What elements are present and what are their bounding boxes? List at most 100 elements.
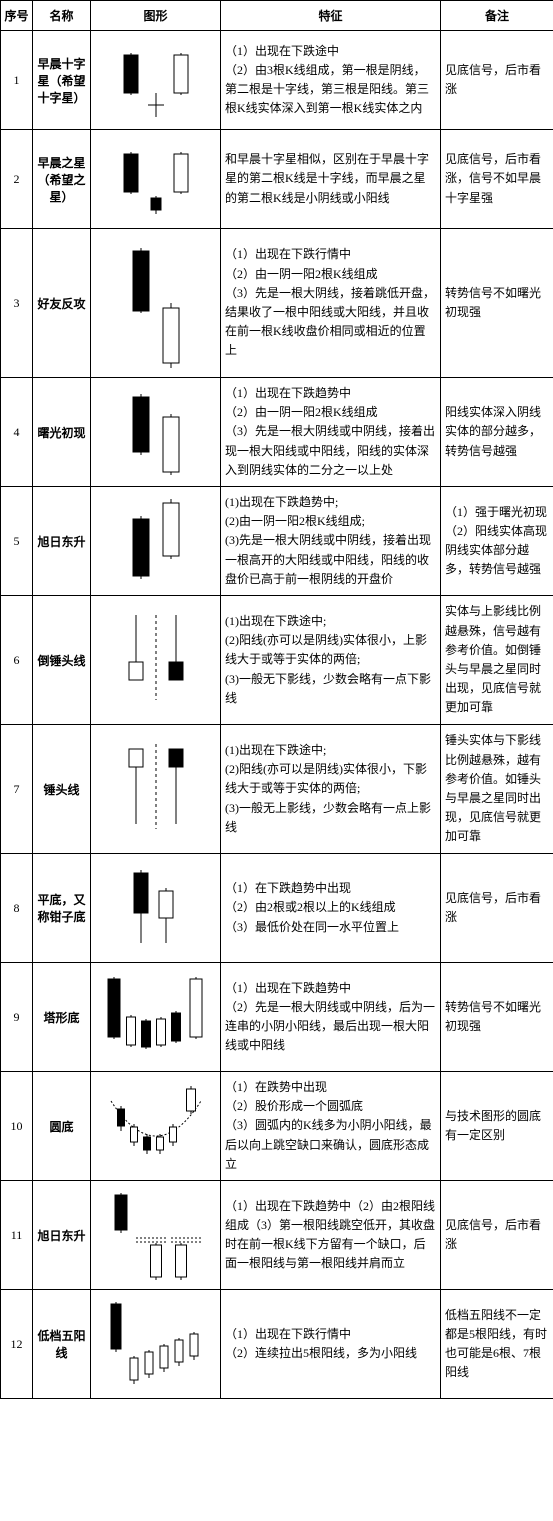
cell-figure bbox=[91, 1072, 221, 1181]
feature-line: (3)一般无下影线，少数会略有一点下影线 bbox=[225, 670, 436, 708]
feature-line: (1)出现在下跌趋势中; bbox=[225, 493, 436, 512]
feature-line: （2）先是一根大阴线或中阴线，后为一连串的小阴小阳线，最后出现一根大阳线或中阳线 bbox=[225, 998, 436, 1056]
cell-name: 锤头线 bbox=[33, 725, 91, 854]
feature-line: （1）出现在下跌趋势中 bbox=[225, 979, 436, 998]
table-row: 6倒锤头线 (1)出现在下跌途中;(2)阳线(亦可以是阴线)实体很小，上影线大于… bbox=[1, 596, 553, 725]
feature-line: (1)出现在下跌途中; bbox=[225, 741, 436, 760]
cell-index: 7 bbox=[1, 725, 33, 854]
feature-line: (2)阳线(亦可以是阴线)实体很小，上影线大于或等于实体的两倍; bbox=[225, 631, 436, 669]
header-note: 备注 bbox=[441, 1, 553, 31]
cell-name: 平底，又称钳子底 bbox=[33, 854, 91, 963]
cell-index: 11 bbox=[1, 1181, 33, 1290]
cell-note: 阳线实体深入阴线实体的部分越多，转势信号越强 bbox=[441, 378, 553, 487]
cell-index: 12 bbox=[1, 1290, 33, 1399]
feature-line: 和早晨十字星相似，区别在于早晨十字星的第二根K线是十字线，而早晨之星的第二根K线… bbox=[225, 150, 436, 208]
table-row: 7锤头线 (1)出现在下跌途中;(2)阳线(亦可以是阴线)实体很小，下影线大于或… bbox=[1, 725, 553, 854]
cell-note: 转势信号不如曙光初现强 bbox=[441, 229, 553, 378]
feature-line: （1）出现在下跌行情中 bbox=[225, 245, 436, 264]
cell-note: 见底信号，后市看涨，信号不如早晨十字星强 bbox=[441, 130, 553, 229]
cell-figure bbox=[91, 229, 221, 378]
header-graph: 图形 bbox=[91, 1, 221, 31]
feature-line: (3)先是一根大阴线或中阴线，接着出现一根高开的大阳线或中阳线，阳线的收盘价已高… bbox=[225, 531, 436, 589]
cell-index: 9 bbox=[1, 963, 33, 1072]
cell-index: 5 bbox=[1, 487, 33, 596]
feature-line: （3）先是一根大阴线，接着跳低开盘，结果收了一根中阳线或大阳线，并且收在前一根K… bbox=[225, 284, 436, 361]
cell-name: 塔形底 bbox=[33, 963, 91, 1072]
cell-index: 6 bbox=[1, 596, 33, 725]
cell-note: 见底信号，后市看涨 bbox=[441, 1181, 553, 1290]
cell-features: (1)出现在下跌途中;(2)阳线(亦可以是阴线)实体很小，下影线大于或等于实体的… bbox=[221, 725, 441, 854]
table-row: 9塔形底 （1）出现在下跌趋势中（2）先是一根大阴线或中阴线，后为一连串的小阴小… bbox=[1, 963, 553, 1072]
cell-figure bbox=[91, 854, 221, 963]
feature-line: (3)一般无上影线，少数会略有一点上影线 bbox=[225, 799, 436, 837]
cell-name: 旭日东升 bbox=[33, 1181, 91, 1290]
feature-line: （1）出现在下跌行情中 bbox=[225, 1325, 436, 1344]
feature-line: （1）出现在下跌途中 bbox=[225, 42, 436, 61]
cell-figure bbox=[91, 31, 221, 130]
cell-name: 倒锤头线 bbox=[33, 596, 91, 725]
cell-name: 早晨十字星（希望十字星） bbox=[33, 31, 91, 130]
feature-line: （2）股价形成一个圆弧底 bbox=[225, 1097, 436, 1116]
cell-index: 10 bbox=[1, 1072, 33, 1181]
feature-line: （2）由一阴一阳2根K线组成 bbox=[225, 265, 436, 284]
feature-line: (2)由一阴一阳2根K线组成; bbox=[225, 512, 436, 531]
cell-features: （1）出现在下跌途中（2）由3根K线组成，第一根是阴线，第二根是十字线，第三根是… bbox=[221, 31, 441, 130]
feature-line: （2）由2根或2根以上的K线组成 bbox=[225, 898, 436, 917]
cell-note: 锤头实体与下影线比例越悬殊，越有参考价值。如锤头与早晨之星同时出现，见底信号就更… bbox=[441, 725, 553, 854]
cell-name: 早晨之星（希望之星） bbox=[33, 130, 91, 229]
kline-patterns-table: 序号 名称 图形 特征 备注 1早晨十字星（希望十字星） （1）出现在下跌途中（… bbox=[0, 0, 553, 1399]
feature-line: （3）最低价处在同一水平位置上 bbox=[225, 918, 436, 937]
cell-name: 好友反攻 bbox=[33, 229, 91, 378]
table-row: 11旭日东升 （1）出现在下跌趋势中（2）由2根阳线组成（3）第一根阳线跳空低开… bbox=[1, 1181, 553, 1290]
cell-note: 实体与上影线比例越悬殊，信号越有参考价值。如倒锤头与早晨之星同时出现，见底信号就… bbox=[441, 596, 553, 725]
feature-line: （1）出现在下跌趋势中 bbox=[225, 384, 436, 403]
table-row: 10圆底 （1）在跌势中出现（2）股价形成一个圆弧底（3）圆弧内的K线多为小阴小… bbox=[1, 1072, 553, 1181]
cell-features: (1)出现在下跌途中;(2)阳线(亦可以是阴线)实体很小，上影线大于或等于实体的… bbox=[221, 596, 441, 725]
feature-line: (1)出现在下跌途中; bbox=[225, 612, 436, 631]
cell-figure bbox=[91, 378, 221, 487]
header-feature: 特征 bbox=[221, 1, 441, 31]
table-row: 3好友反攻 （1）出现在下跌行情中（2）由一阴一阳2根K线组成（3）先是一根大阴… bbox=[1, 229, 553, 378]
feature-line: （3）先是一根大阴线或中阴线，接着出现一根大阳线或中阳线，阳线的实体深入到阴线实… bbox=[225, 422, 436, 480]
cell-name: 曙光初现 bbox=[33, 378, 91, 487]
header-index: 序号 bbox=[1, 1, 33, 31]
cell-note: 低档五阳线不一定都是5根阳线，有时也可能是6根、7根阳线 bbox=[441, 1290, 553, 1399]
cell-index: 4 bbox=[1, 378, 33, 487]
feature-line: (2)阳线(亦可以是阴线)实体很小，下影线大于或等于实体的两倍; bbox=[225, 760, 436, 798]
feature-line: （3）圆弧内的K线多为小阴小阳线，最后以向上跳空缺口来确认，圆底形态成立 bbox=[225, 1116, 436, 1174]
cell-features: （1）在跌势中出现（2）股价形成一个圆弧底（3）圆弧内的K线多为小阴小阳线，最后… bbox=[221, 1072, 441, 1181]
cell-features: 和早晨十字星相似，区别在于早晨十字星的第二根K线是十字线，而早晨之星的第二根K线… bbox=[221, 130, 441, 229]
cell-figure bbox=[91, 487, 221, 596]
cell-features: （1）在下跌趋势中出现（2）由2根或2根以上的K线组成（3）最低价处在同一水平位… bbox=[221, 854, 441, 963]
table-row: 5旭日东升 (1)出现在下跌趋势中;(2)由一阴一阳2根K线组成;(3)先是一根… bbox=[1, 487, 553, 596]
feature-line: （2）由一阴一阳2根K线组成 bbox=[225, 403, 436, 422]
table-row: 8平底，又称钳子底 （1）在下跌趋势中出现（2）由2根或2根以上的K线组成（3）… bbox=[1, 854, 553, 963]
cell-index: 1 bbox=[1, 31, 33, 130]
cell-note: 转势信号不如曙光初现强 bbox=[441, 963, 553, 1072]
cell-features: （1）出现在下跌趋势中（2）由2根阳线组成（3）第一根阳线跳空低开，其收盘时在前… bbox=[221, 1181, 441, 1290]
cell-note: 见底信号，后市看涨 bbox=[441, 854, 553, 963]
cell-figure bbox=[91, 963, 221, 1072]
cell-note: （1）强于曙光初现 （2）阳线实体高现阴线实体部分越多，转势信号越强 bbox=[441, 487, 553, 596]
feature-line: （2）连续拉出5根阳线，多为小阳线 bbox=[225, 1344, 436, 1363]
cell-note: 见底信号，后市看涨 bbox=[441, 31, 553, 130]
feature-line: （1）出现在下跌趋势中（2）由2根阳线组成（3）第一根阳线跳空低开，其收盘时在前… bbox=[225, 1197, 436, 1274]
cell-figure bbox=[91, 725, 221, 854]
cell-features: （1）出现在下跌行情中（2）连续拉出5根阳线，多为小阳线 bbox=[221, 1290, 441, 1399]
cell-features: （1）出现在下跌趋势中（2）由一阴一阳2根K线组成（3）先是一根大阴线或中阴线，… bbox=[221, 378, 441, 487]
cell-index: 3 bbox=[1, 229, 33, 378]
cell-index: 2 bbox=[1, 130, 33, 229]
cell-figure bbox=[91, 130, 221, 229]
cell-features: (1)出现在下跌趋势中;(2)由一阴一阳2根K线组成;(3)先是一根大阴线或中阴… bbox=[221, 487, 441, 596]
feature-line: （2）由3根K线组成，第一根是阴线，第二根是十字线，第三根是阳线。第三根K线实体… bbox=[225, 61, 436, 119]
cell-name: 圆底 bbox=[33, 1072, 91, 1181]
cell-figure bbox=[91, 596, 221, 725]
table-row: 4曙光初现 （1）出现在下跌趋势中（2）由一阴一阳2根K线组成（3）先是一根大阴… bbox=[1, 378, 553, 487]
header-name: 名称 bbox=[33, 1, 91, 31]
cell-figure bbox=[91, 1181, 221, 1290]
cell-features: （1）出现在下跌趋势中（2）先是一根大阴线或中阴线，后为一连串的小阴小阳线，最后… bbox=[221, 963, 441, 1072]
header-row: 序号 名称 图形 特征 备注 bbox=[1, 1, 553, 31]
cell-name: 低档五阳线 bbox=[33, 1290, 91, 1399]
cell-note: 与技术图形的圆底有一定区别 bbox=[441, 1072, 553, 1181]
cell-index: 8 bbox=[1, 854, 33, 963]
